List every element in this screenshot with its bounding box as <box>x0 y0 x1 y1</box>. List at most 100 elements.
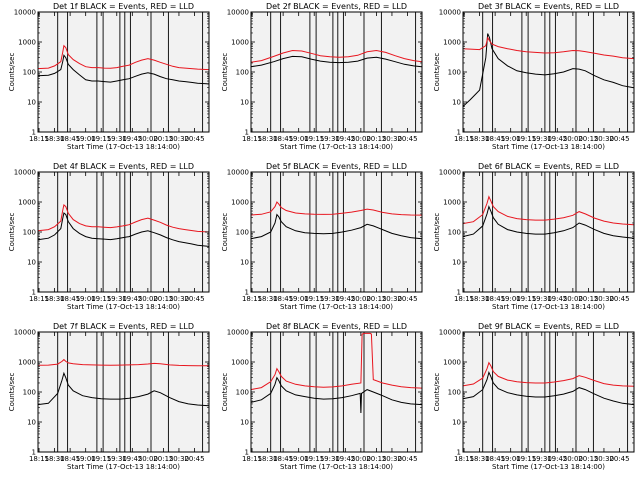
x-tick-label: 20:00 <box>563 135 583 143</box>
x-tick-label: 18:45 <box>60 455 80 463</box>
panel-title: Det 3f BLACK = Events, RED = LLD <box>478 2 619 11</box>
x-tick-label: 19:30 <box>320 455 340 463</box>
y-tick-label: 100 <box>23 389 36 397</box>
x-tick-label: 20:30 <box>169 295 189 303</box>
x-tick-label: 20:30 <box>382 295 402 303</box>
series-line-events <box>37 371 209 407</box>
y-axis-label: Counts/sec <box>8 213 16 252</box>
x-tick-label: 20:00 <box>351 135 371 143</box>
x-tick-label: 19:00 <box>76 455 96 463</box>
series-line-lld <box>250 332 422 391</box>
x-tick-label: 19:00 <box>501 135 521 143</box>
x-tick-label: 18:30 <box>257 455 277 463</box>
x-tick-label: 19:00 <box>289 295 309 303</box>
y-tick-label: 10 <box>240 259 249 267</box>
y-tick-label: 10 <box>240 99 249 107</box>
x-tick-label: 19:15 <box>91 455 111 463</box>
x-tick-label: 20:15 <box>153 295 173 303</box>
y-tick-label: 1 <box>32 289 36 297</box>
series-line-lld <box>462 361 634 387</box>
y-axis-label: Counts/sec <box>8 53 16 92</box>
y-tick-label: 100 <box>236 69 249 77</box>
x-tick-label: 19:30 <box>532 295 552 303</box>
plot-area <box>38 332 209 452</box>
y-tick-label: 100 <box>448 389 461 397</box>
x-tick-label: 19:00 <box>76 295 96 303</box>
y-tick-label: 10000 <box>227 329 249 337</box>
x-tick-label: 18:30 <box>44 135 64 143</box>
x-axis-label: Start Time (17-Oct-13 18:14:00) <box>280 463 393 471</box>
y-tick-label: 1000 <box>231 199 249 207</box>
panel-title: Det 6f BLACK = Events, RED = LLD <box>478 162 619 171</box>
x-tick-label: 18:15 <box>454 135 474 143</box>
x-tick-label: 19:45 <box>335 455 355 463</box>
series-line-events <box>462 205 634 239</box>
x-tick-label: 20:00 <box>138 455 158 463</box>
y-tick-label: 100 <box>236 229 249 237</box>
x-tick-label: 18:15 <box>242 135 262 143</box>
x-tick-label: 19:45 <box>335 295 355 303</box>
x-tick-label: 18:45 <box>273 295 293 303</box>
y-axis-label: Counts/sec <box>221 53 229 92</box>
chart-panel-4f: 1 10 100 1000 10000 18:1518:3018:4519:0019:15… <box>8 162 210 311</box>
x-tick-label: 19:30 <box>320 295 340 303</box>
y-axis-label: Counts/sec <box>221 373 229 412</box>
y-tick-label: 10000 <box>439 9 461 17</box>
panel-title: Det 4f BLACK = Events, RED = LLD <box>53 162 194 171</box>
y-tick-label: 10 <box>452 259 461 267</box>
x-tick-label: 20:15 <box>578 455 598 463</box>
y-tick-label: 1 <box>245 449 249 457</box>
x-tick-label: 20:30 <box>594 135 614 143</box>
y-tick-label: 10000 <box>439 329 461 337</box>
series-line-events <box>250 213 422 240</box>
x-tick-label: 19:45 <box>547 135 567 143</box>
x-tick-label: 20:15 <box>578 295 598 303</box>
x-tick-label: 19:00 <box>501 295 521 303</box>
x-axis-label: Start Time (17-Oct-13 18:14:00) <box>67 463 180 471</box>
x-axis-label: Start Time (17-Oct-13 18:14:00) <box>67 143 180 151</box>
plot-area <box>251 332 422 452</box>
chart-panel-5f: 1 10 100 1000 10000 18:1518:3018:4519:0019:15… <box>221 162 423 311</box>
y-tick-label: 1 <box>245 129 249 137</box>
x-tick-label: 19:45 <box>547 455 567 463</box>
x-tick-label: 19:30 <box>107 295 127 303</box>
series-line-events <box>462 370 634 406</box>
y-tick-label: 10000 <box>227 9 249 17</box>
y-tick-label: 10 <box>240 419 249 427</box>
chart-panel-6f: 1 10 100 1000 10000 18:1518:3018:4519:0019:15… <box>433 162 635 311</box>
x-tick-label: 18:45 <box>485 295 505 303</box>
panel-title: Det 1f BLACK = Events, RED = LLD <box>53 2 194 11</box>
chart-panel-2f: 1 10 100 1000 10000 18:1518:3018:4519:0019:15… <box>221 2 423 151</box>
y-tick-label: 10 <box>27 99 36 107</box>
y-tick-label: 100 <box>23 69 36 77</box>
plot-area <box>251 12 422 132</box>
y-tick-label: 10 <box>452 419 461 427</box>
x-axis-label: Start Time (17-Oct-13 18:14:00) <box>492 303 605 311</box>
x-axis-label: Start Time (17-Oct-13 18:14:00) <box>492 463 605 471</box>
panel-title: Det 5f BLACK = Events, RED = LLD <box>266 162 407 171</box>
series-line-lld <box>250 201 422 216</box>
panel-title: Det 8f BLACK = Events, RED = LLD <box>266 322 407 331</box>
x-tick-label: 20:30 <box>169 455 189 463</box>
chart-panel-3f: 1 10 100 1000 10000 18:1518:3018:4519:0019:15… <box>433 2 635 151</box>
series-line-lld <box>37 358 209 367</box>
x-axis-label: Start Time (17-Oct-13 18:14:00) <box>492 143 605 151</box>
series-line-events <box>37 212 209 247</box>
x-tick-label: 19:45 <box>335 135 355 143</box>
x-tick-label: 19:15 <box>304 135 324 143</box>
x-tick-label: 18:45 <box>60 135 80 143</box>
x-tick-label: 19:00 <box>289 135 309 143</box>
x-tick-label: 20:15 <box>153 455 173 463</box>
chart-panel-7f: 1 10 100 1000 10000 18:1518:3018:4519:0019:15… <box>8 322 210 471</box>
x-tick-label: 19:30 <box>320 135 340 143</box>
y-tick-label: 10 <box>27 419 36 427</box>
x-tick-label: 18:15 <box>242 295 262 303</box>
x-tick-label: 18:15 <box>454 295 474 303</box>
y-tick-label: 1 <box>32 449 36 457</box>
x-tick-label: 18:15 <box>242 455 262 463</box>
y-tick-label: 1000 <box>443 359 461 367</box>
plot-area <box>463 332 634 452</box>
x-tick-label: 19:45 <box>122 455 142 463</box>
x-tick-label: 20:45 <box>184 295 204 303</box>
x-tick-label: 19:15 <box>91 295 111 303</box>
